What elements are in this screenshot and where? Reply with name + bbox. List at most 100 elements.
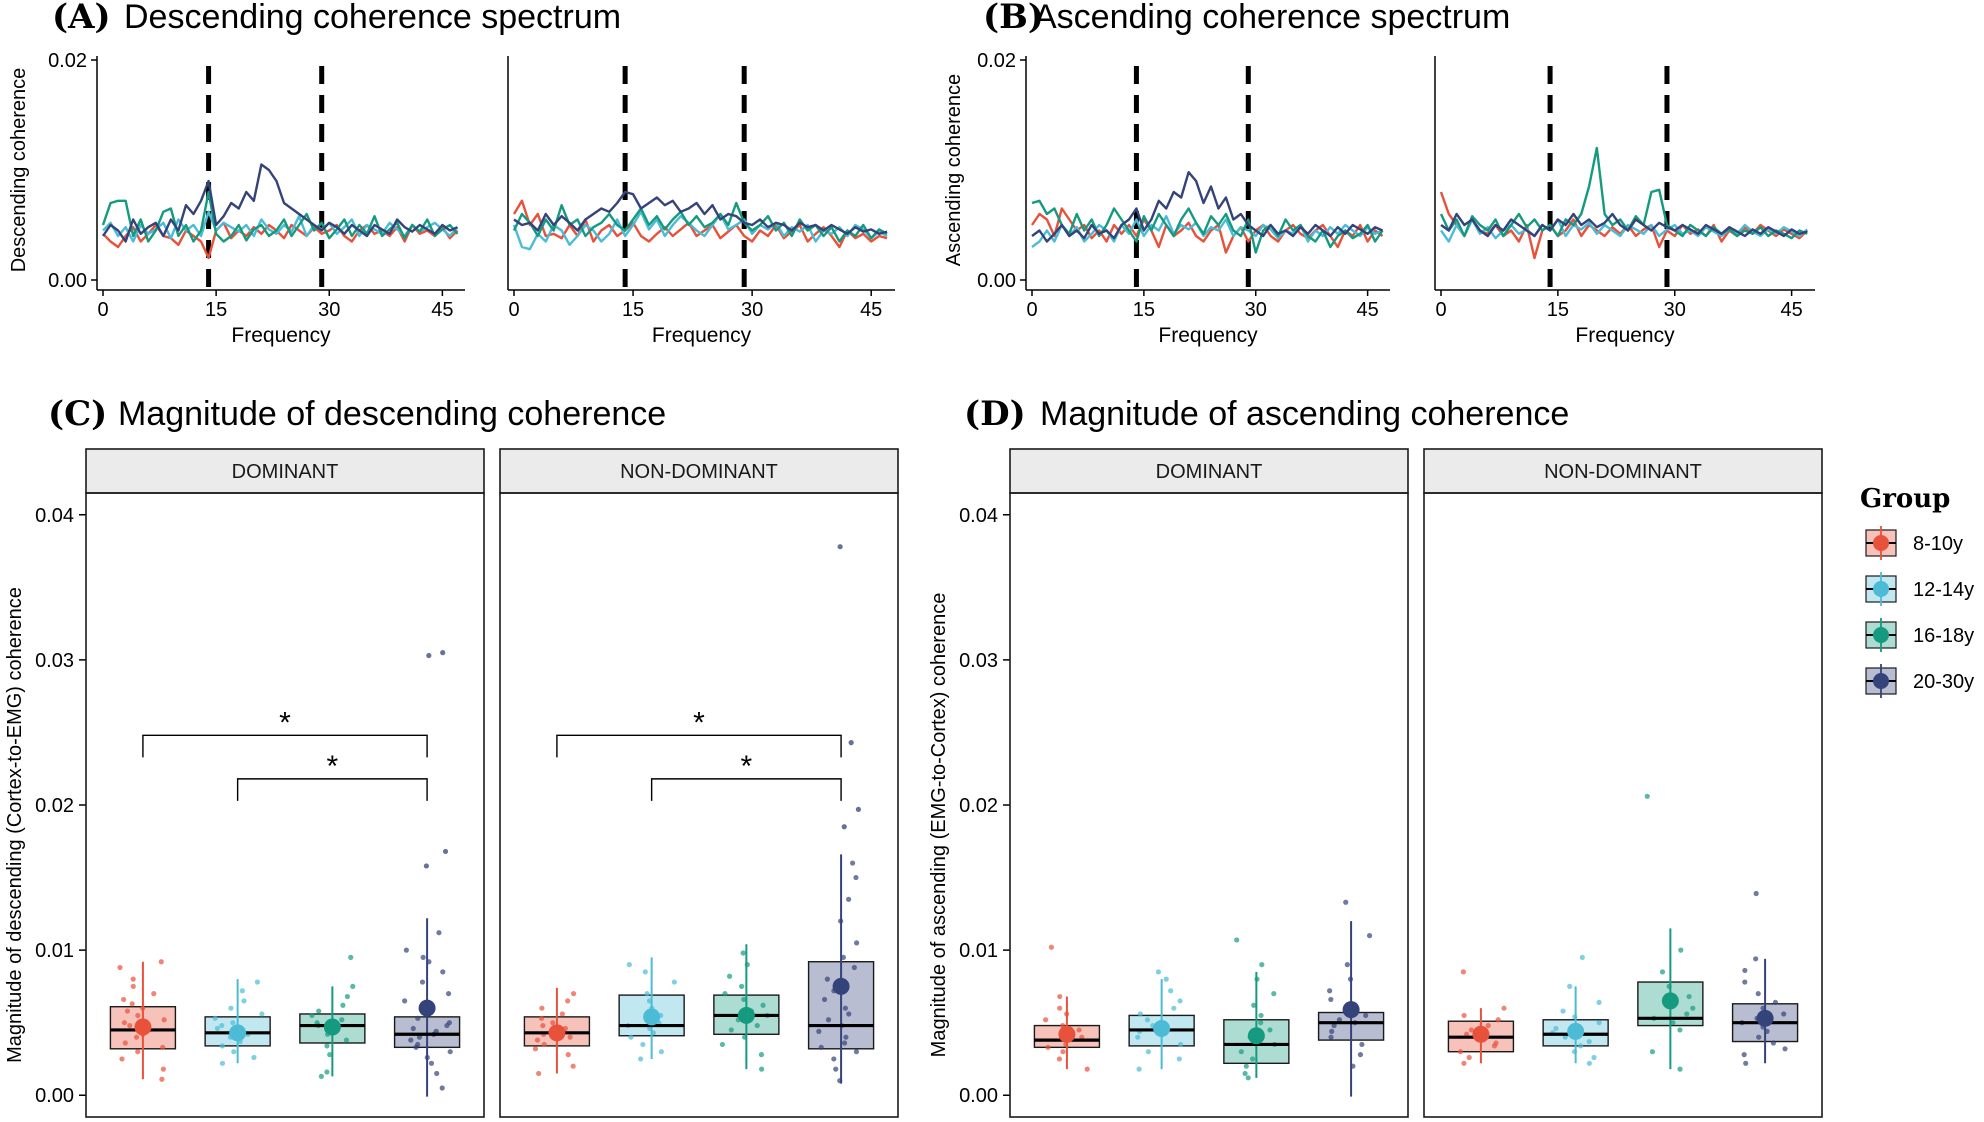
jitter-point bbox=[851, 964, 857, 971]
jitter-point bbox=[1743, 1060, 1749, 1066]
jitter-point bbox=[1176, 1056, 1182, 1062]
jitter-point bbox=[1336, 1017, 1343, 1023]
boxplot-16-18y bbox=[713, 944, 780, 1072]
facet-strip bbox=[85, 448, 485, 494]
y-tick-label: 0.04 bbox=[959, 505, 998, 527]
y-tick-label: 0.00 bbox=[48, 270, 87, 292]
jitter-point bbox=[1562, 1034, 1568, 1040]
jitter-point bbox=[1267, 1027, 1273, 1033]
x-axis-title: Frequency bbox=[231, 324, 331, 347]
jitter-point bbox=[440, 969, 446, 975]
jitter-point bbox=[843, 1034, 849, 1040]
jitter-point bbox=[1245, 1075, 1251, 1081]
jitter-point bbox=[1045, 1044, 1051, 1050]
y-axis-title: Descending coherence bbox=[8, 68, 30, 273]
mean-dot bbox=[1058, 1025, 1076, 1043]
jitter-point bbox=[120, 996, 127, 1003]
jitter-point bbox=[841, 1040, 848, 1046]
facet-strip-label: DOMINANT bbox=[1156, 461, 1263, 483]
jitter-point bbox=[1271, 991, 1277, 997]
jitter-point bbox=[1343, 899, 1349, 905]
jitter-point bbox=[1328, 996, 1334, 1003]
y-tick-label: 0.02 bbox=[977, 50, 1016, 72]
jitter-point bbox=[1328, 1034, 1334, 1040]
jitter-point bbox=[754, 1022, 760, 1029]
legend-item-label: 8-10y bbox=[1913, 533, 1963, 555]
jitter-point bbox=[758, 1052, 765, 1058]
jitter-point bbox=[642, 969, 648, 975]
panel-b-label: (B) bbox=[983, 0, 1044, 37]
jitter-point bbox=[1649, 1049, 1656, 1055]
chart-ascending-spectrum-nondominant: 0 15 30 45 Frequency bbox=[1434, 56, 1815, 347]
jitter-point bbox=[340, 1002, 346, 1008]
jitter-point bbox=[433, 1028, 439, 1034]
y-tick-label: 0.00 bbox=[977, 270, 1016, 292]
jitter-point bbox=[231, 1049, 237, 1055]
jitter-point bbox=[127, 1022, 133, 1029]
jitter-point bbox=[160, 1066, 166, 1072]
legend: Group 8-10y 12-14y 16-18y 20-30y bbox=[1860, 484, 1974, 698]
boxplot-20-30y bbox=[1317, 899, 1385, 1097]
y-axis-title: Magnitude of ascending (EMG-to-Cortex) c… bbox=[928, 593, 950, 1058]
jitter-point bbox=[640, 1041, 646, 1048]
jitter-point bbox=[539, 1005, 545, 1011]
y-tick-label: 0.00 bbox=[959, 1085, 998, 1107]
mean-dot bbox=[1153, 1019, 1171, 1037]
jitter-point bbox=[219, 1060, 226, 1066]
legend-key-dot bbox=[1873, 627, 1889, 643]
jitter-point bbox=[565, 998, 571, 1004]
series-line-20-30y bbox=[513, 190, 888, 236]
jitter-point bbox=[1144, 1017, 1151, 1023]
jitter-point bbox=[1753, 890, 1759, 897]
legend-item-label: 12-14y bbox=[1913, 579, 1974, 601]
jitter-point bbox=[1586, 1038, 1592, 1045]
chart-ascending-magnitude: 0.00 0.01 0.02 0.03 0.04 Magnitude of ascendi… bbox=[928, 448, 1823, 1118]
jitter-point bbox=[447, 1049, 453, 1055]
jitter-point bbox=[816, 1028, 822, 1034]
jitter-point bbox=[1084, 1066, 1090, 1072]
jitter-point bbox=[626, 962, 632, 968]
mean-dot bbox=[229, 1024, 247, 1042]
jitter-point bbox=[309, 1012, 315, 1019]
jitter-point bbox=[1331, 1022, 1337, 1029]
outlier-point bbox=[848, 740, 854, 746]
series-line-12-14y bbox=[102, 210, 459, 243]
jitter-point bbox=[1145, 1049, 1151, 1055]
x-tick-label: 0 bbox=[508, 299, 519, 321]
outlier-point bbox=[837, 544, 843, 550]
jitter-point bbox=[628, 1034, 634, 1040]
facet-dominant: DOMINANT bbox=[1009, 448, 1409, 1118]
mean-dot bbox=[418, 999, 436, 1017]
facet-strip bbox=[1009, 448, 1409, 494]
jitter-point bbox=[825, 1017, 832, 1023]
x-tick-label: 0 bbox=[1435, 299, 1446, 321]
y-tick-label: 0.00 bbox=[35, 1085, 74, 1107]
boxplot-12-14y bbox=[1128, 969, 1195, 1072]
boxplot-12-14y bbox=[204, 979, 271, 1066]
legend-key-dot bbox=[1873, 535, 1889, 551]
mean-dot bbox=[737, 1006, 755, 1024]
jitter-point bbox=[343, 1037, 350, 1043]
jitter-point bbox=[821, 996, 828, 1003]
series-line-20-30y bbox=[1440, 212, 1808, 238]
jitter-point bbox=[1327, 988, 1333, 994]
jitter-point bbox=[1135, 1034, 1141, 1040]
jitter-point bbox=[1171, 1005, 1177, 1011]
jitter-point bbox=[1560, 1008, 1566, 1014]
panel-d-title: Magnitude of ascending coherence bbox=[1040, 395, 1569, 433]
facet-non-dominant: NON-DOMINANT bbox=[1423, 448, 1823, 1118]
facet-strip-label: NON-DOMINANT bbox=[1544, 461, 1702, 483]
jitter-point bbox=[324, 1069, 330, 1075]
bracket-line bbox=[650, 778, 842, 801]
mean-dot bbox=[1342, 1001, 1360, 1019]
series-line-16-18y bbox=[101, 190, 459, 243]
jitter-point bbox=[419, 979, 426, 985]
jitter-point bbox=[124, 1008, 131, 1014]
jitter-point bbox=[846, 1011, 852, 1017]
jitter-point bbox=[219, 1022, 225, 1029]
jitter-point bbox=[1684, 1011, 1690, 1017]
mean-dot bbox=[1756, 1009, 1774, 1027]
series-line-16-18y bbox=[512, 201, 888, 243]
facet-panel-border bbox=[1009, 492, 1409, 1118]
jitter-point bbox=[1770, 1040, 1776, 1046]
